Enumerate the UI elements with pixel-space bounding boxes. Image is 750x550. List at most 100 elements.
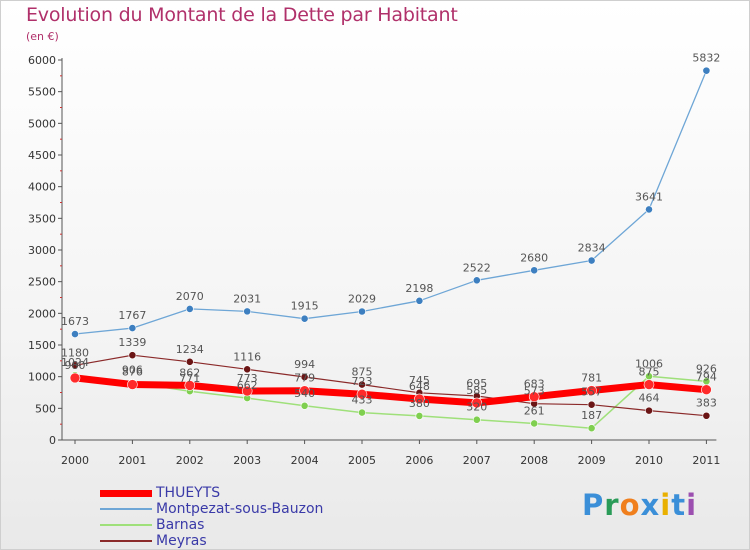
data-label-montpezat-sous-bauzon: 1673	[61, 315, 89, 328]
data-label-montpezat-sous-bauzon: 2680	[520, 251, 548, 264]
data-point-thueyts	[69, 372, 81, 384]
data-label-barnas: 380	[409, 397, 430, 410]
x-tick-label: 2000	[61, 454, 89, 467]
data-label-meyras: 1234	[176, 343, 204, 356]
data-label-meyras: 1339	[118, 336, 146, 349]
data-point-meyras	[128, 351, 137, 360]
data-label-meyras: 573	[524, 385, 545, 398]
y-tick-label: 1500	[28, 339, 56, 352]
data-label-montpezat-sous-bauzon: 2522	[463, 261, 491, 274]
data-label-thueyts: 862	[179, 366, 200, 379]
y-tick-label: 2500	[28, 276, 56, 289]
series-line-meyras	[74, 354, 707, 417]
data-point-thueyts	[356, 388, 368, 400]
data-label-meyras: 383	[696, 397, 717, 410]
data-point-montpezat-sous-bauzon	[415, 296, 424, 305]
data-point-barnas	[530, 419, 539, 428]
data-label-barnas: 433	[352, 394, 373, 407]
data-label-barnas: 187	[581, 409, 602, 422]
x-tick-label: 2007	[463, 454, 491, 467]
data-label-thueyts: 876	[122, 366, 143, 379]
data-label-montpezat-sous-bauzon: 2031	[233, 292, 261, 305]
data-point-thueyts	[528, 391, 540, 403]
data-label-thueyts: 648	[409, 380, 430, 393]
data-point-montpezat-sous-bauzon	[472, 276, 481, 285]
data-label-barnas: 926	[696, 362, 717, 375]
data-label-meyras: 557	[581, 386, 602, 399]
legend-item-thueyts: THUEYTS	[100, 485, 323, 501]
data-point-montpezat-sous-bauzon	[300, 314, 309, 323]
y-tick-label: 4500	[28, 149, 56, 162]
chart-title: Evolution du Montant de la Dette par Hab…	[26, 4, 458, 26]
proxiti-logo: Proxiti	[582, 488, 698, 522]
chart-subtitle: (en €)	[26, 30, 59, 43]
data-label-thueyts: 779	[294, 372, 315, 385]
series-lines	[71, 69, 710, 429]
y-tick-label: 3000	[28, 244, 56, 257]
data-point-montpezat-sous-bauzon	[702, 66, 711, 75]
x-tick-label: 2009	[578, 454, 606, 467]
series-line-montpezat-sous-bauzon	[74, 69, 708, 335]
data-label-thueyts: 723	[352, 375, 373, 388]
data-point-meyras	[587, 400, 596, 409]
data-point-thueyts	[471, 397, 483, 409]
data-point-meyras	[645, 406, 653, 415]
x-tick-label: 2002	[176, 454, 204, 467]
data-point-thueyts	[701, 384, 712, 396]
data-label-meyras: 695	[466, 377, 487, 390]
data-point-thueyts	[586, 385, 597, 396]
data-label-meyras: 1180	[61, 346, 89, 359]
legend-swatch-meyras	[100, 540, 152, 542]
data-point-barnas	[300, 401, 309, 410]
y-tick-label: 2000	[28, 307, 56, 320]
data-label-montpezat-sous-bauzon: 2198	[405, 282, 433, 295]
data-point-montpezat-sous-bauzon	[243, 307, 252, 316]
data-point-montpezat-sous-bauzon	[358, 307, 366, 316]
x-tick-label: 2011	[692, 454, 720, 467]
data-point-meyras	[702, 411, 711, 420]
y-tick-label: 1000	[28, 371, 56, 384]
y-tick-label: 500	[35, 402, 56, 415]
data-label-barnas: 1006	[635, 357, 663, 370]
data-point-montpezat-sous-bauzon	[71, 330, 79, 338]
data-point-thueyts	[184, 380, 196, 391]
y-tick-label: 0	[49, 434, 56, 447]
data-label-montpezat-sous-bauzon: 3641	[635, 190, 663, 203]
y-tick-label: 4000	[28, 181, 56, 194]
data-points	[69, 66, 712, 433]
legend-label-barnas: Barnas	[156, 517, 205, 533]
legend-item-montpezat: Montpezat-sous-Bauzon	[100, 501, 323, 517]
data-point-barnas	[587, 424, 596, 433]
data-point-thueyts	[299, 385, 310, 396]
data-label-meyras: 1116	[233, 350, 261, 363]
axes: 0 500 1000 1500 2000 2500 3000 3500 4000 4500 5000…	[28, 54, 720, 467]
series-line-thueyts	[71, 374, 710, 407]
data-point-montpezat-sous-bauzon	[530, 266, 539, 275]
data-point-barnas	[415, 412, 424, 420]
data-label-montpezat-sous-bauzon: 1915	[291, 300, 319, 313]
data-label-thueyts: 773	[237, 372, 258, 385]
data-label-montpezat-sous-bauzon: 1767	[118, 309, 146, 322]
legend-label-montpezat: Montpezat-sous-Bauzon	[156, 501, 324, 517]
data-label-barnas: 540	[294, 387, 315, 400]
data-label-barnas: 771	[179, 372, 200, 385]
data-label-thueyts: 781	[581, 372, 602, 385]
legend-label-meyras: Meyras	[156, 533, 207, 549]
y-tick-label: 5500	[28, 86, 56, 99]
y-tick-label: 6000	[28, 54, 56, 67]
data-label-thueyts: 585	[466, 384, 487, 397]
data-label-barnas: 320	[466, 401, 487, 414]
data-point-meyras	[243, 365, 252, 374]
data-point-thueyts	[127, 379, 138, 390]
data-point-montpezat-sous-bauzon	[185, 304, 194, 313]
data-label-montpezat-sous-bauzon: 2834	[578, 242, 606, 255]
data-point-meyras	[300, 373, 309, 381]
x-tick-label: 2003	[233, 454, 261, 467]
data-point-montpezat-sous-bauzon	[128, 324, 137, 332]
data-label-meyras: 875	[352, 366, 373, 379]
data-label-meyras: 745	[409, 374, 430, 387]
x-tick-label: 2008	[520, 454, 548, 467]
legend-swatch-barnas	[100, 524, 152, 526]
